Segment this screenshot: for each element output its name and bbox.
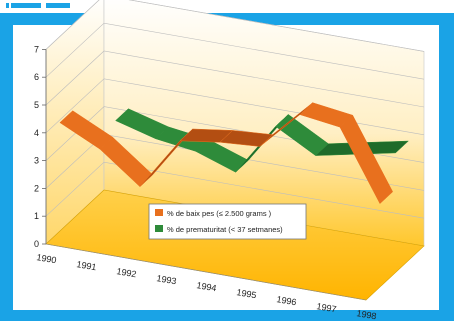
gridline [45,50,425,108]
legend-label-baix-pes: % de baix pes (≤ 2.500 grams ) [167,209,272,218]
legend-label-prematuritat: % de prematuritat (< 37 setmanes) [167,225,283,234]
legend: % de baix pes (≤ 2.500 grams ) % de prem… [148,203,307,240]
x-tick-label: 1993 [156,273,177,286]
gridline [45,0,425,52]
x-axis-ticks: 1990 1991 1992 1993 1994 1995 1996 1997 1998 [36,252,377,321]
y-tick-label: 0 [34,239,39,249]
x-tick-label: 1991 [76,259,97,272]
y-tick-label: 2 [34,183,39,193]
x-tick-label: 1998 [356,308,377,321]
series-baix-pes-segment [339,114,393,205]
x-tick-label: 1995 [236,287,257,300]
x-tick-label: 1996 [276,294,297,307]
x-tick-label: 1997 [316,301,337,314]
gridlines [45,0,425,219]
series-layer [59,102,409,205]
y-tick-label: 6 [34,72,39,82]
y-tick-label: 1 [34,211,39,221]
gridline [45,161,425,219]
legend-swatch-prematuritat [155,225,163,232]
y-axis-ticks: 0 1 2 3 4 5 6 7 [34,44,46,249]
header-mark [11,3,41,8]
gridline [45,22,425,80]
y-tick-label: 7 [34,44,39,54]
header-mark [6,3,9,8]
axes [45,49,367,301]
y-tick-label: 5 [34,100,39,110]
x-tick-label: 1994 [196,280,217,293]
x-tick-label: 1992 [116,266,137,279]
y-tick-label: 4 [34,128,39,138]
header-mark [46,3,70,8]
legend-box [148,203,307,240]
y-tick-label: 3 [34,156,39,166]
x-tick-label: 1990 [36,252,57,265]
legend-swatch-baix-pes [155,209,163,216]
x-axis-line [45,243,367,301]
plot-walls [45,0,425,301]
